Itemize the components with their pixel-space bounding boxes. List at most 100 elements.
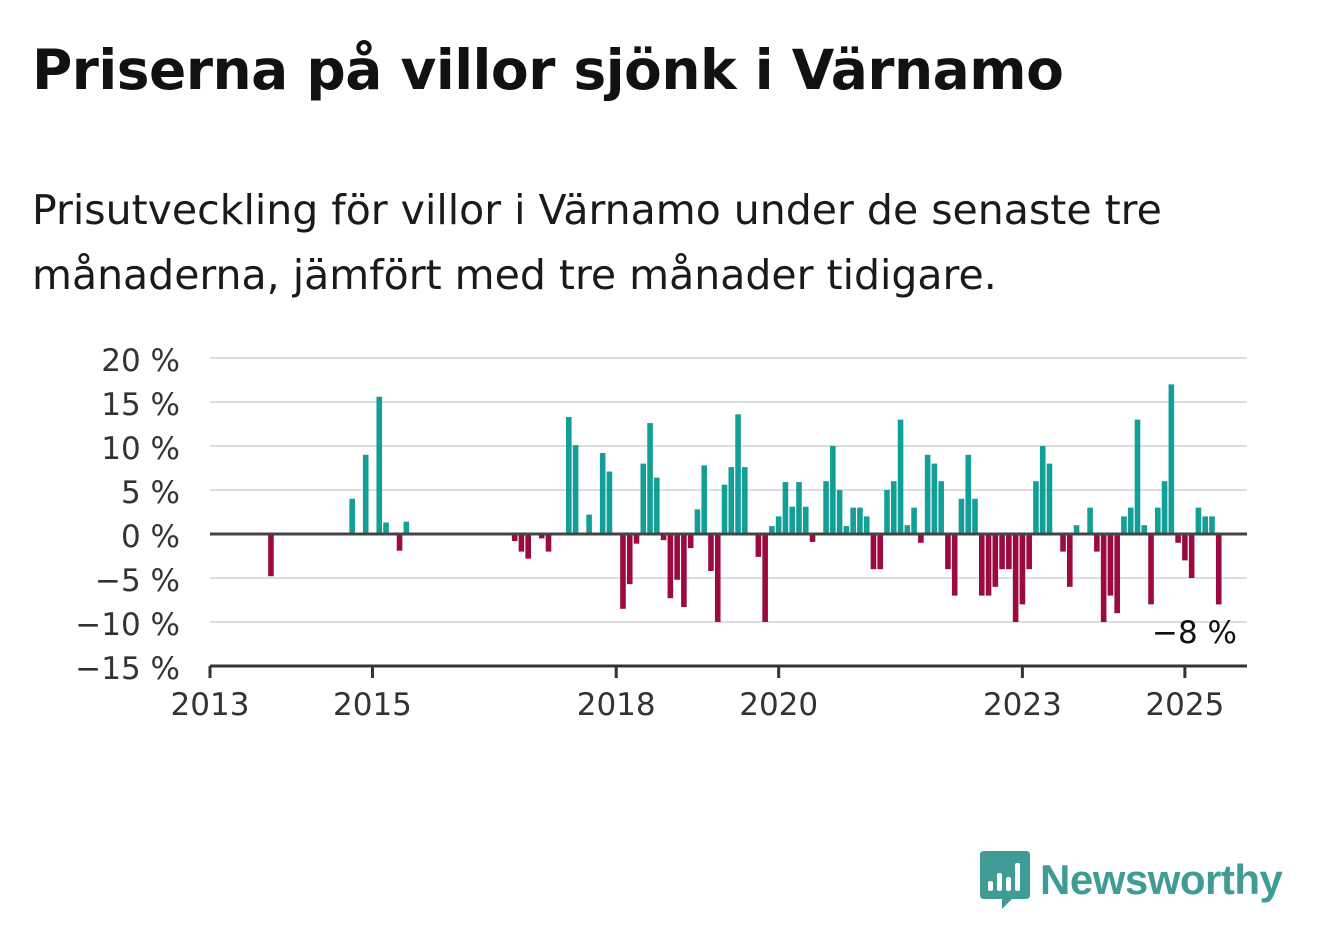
bar-negative [1100, 534, 1107, 622]
bar-negative [1026, 534, 1032, 570]
y-tick-label: 0 % [121, 519, 180, 555]
bar-negative [978, 534, 985, 596]
bar-negative [999, 534, 1005, 570]
bar-negative [1107, 534, 1114, 596]
bar-positive [383, 522, 389, 534]
bar-positive [1168, 384, 1175, 534]
bar-positive [972, 498, 978, 534]
bar-negative [755, 534, 762, 557]
bar-negative [1019, 534, 1026, 605]
bar-positive [850, 507, 856, 534]
bar-negative [945, 534, 951, 570]
y-tick-label: 10 % [101, 431, 180, 467]
bar-positive [796, 482, 802, 534]
bar-positive [728, 467, 735, 534]
bar-positive [1155, 507, 1161, 534]
bar-positive [1127, 507, 1134, 534]
bar-positive [924, 454, 931, 534]
bar-negative [268, 534, 274, 577]
bar-positive [897, 419, 904, 534]
bar-negative [667, 534, 674, 599]
newsworthy-logo-icon [980, 851, 1030, 909]
bar-positive [654, 477, 660, 534]
bar-positive [599, 453, 606, 534]
x-tick-label: 2013 [171, 687, 250, 723]
newsworthy-logo: Newsworthy [980, 850, 1283, 910]
x-tick-label: 2020 [739, 687, 818, 723]
bar-positive [1039, 446, 1046, 534]
bar-negative [1114, 534, 1120, 614]
bar-positive [640, 463, 647, 534]
bar-negative [1066, 534, 1073, 587]
bar-negative [1094, 534, 1100, 552]
x-tick-label: 2015 [333, 687, 412, 723]
bar-negative [681, 534, 687, 608]
x-tick-label: 2018 [577, 687, 656, 723]
x-tick-label: 2023 [983, 687, 1062, 723]
bar-negative [518, 534, 525, 552]
bar-positive [1046, 463, 1053, 534]
bar-negative [1148, 534, 1154, 605]
y-tick-label: −5 % [95, 563, 180, 599]
bar-negative [762, 534, 768, 622]
bar-positive [1033, 481, 1039, 534]
bar-positive [1195, 507, 1202, 534]
bar-positive [823, 481, 829, 534]
bar-chart: 20 % 15 % 10 % 5 % 0 % −5 % −10 % −15 %2013 2015… [75, 343, 1247, 723]
bar-positive [606, 471, 613, 534]
bar-negative [877, 534, 884, 570]
bar-positive [830, 446, 836, 534]
bar-negative [708, 534, 714, 571]
chart-subtitle: Prisutveckling för villor i Värnamo unde… [32, 186, 1162, 299]
latest-value-label: −8 % [1152, 615, 1237, 651]
bar-positive [802, 506, 809, 534]
bar-positive [890, 481, 897, 534]
bar-negative [714, 534, 721, 622]
bar-negative [545, 534, 552, 552]
bar-negative [1060, 534, 1066, 552]
bar-negative [687, 534, 694, 549]
bar-negative [1188, 534, 1195, 578]
bar-negative [1175, 534, 1181, 543]
bar-positive [843, 526, 850, 534]
bar-positive [721, 484, 728, 534]
bar-negative [1182, 534, 1188, 561]
bar-negative [1006, 534, 1012, 570]
bar-positive [884, 490, 890, 534]
bar-negative [511, 534, 518, 542]
bar-positive [857, 507, 863, 534]
bar-positive [1141, 525, 1148, 534]
bar-positive [958, 498, 965, 534]
bar-positive [1202, 516, 1208, 534]
bar-positive [572, 445, 579, 534]
bar-negative [809, 534, 816, 542]
bar-positive [566, 416, 572, 534]
bar-positive [1209, 516, 1215, 534]
bar-negative [992, 534, 999, 587]
bar-negative [660, 534, 667, 541]
newsworthy-wordmark: Newsworthy [1040, 856, 1283, 903]
bar-positive [1134, 419, 1141, 534]
bar-negative [951, 534, 958, 596]
bar-negative [525, 534, 531, 559]
bar-positive [349, 498, 355, 534]
bar-negative [620, 534, 626, 609]
bar-positive [904, 525, 911, 534]
bar-positive [1073, 525, 1080, 534]
bar-positive [701, 465, 708, 534]
bar-positive [911, 507, 917, 534]
bar-positive [931, 463, 938, 534]
bar-positive [694, 509, 701, 534]
bar-positive [782, 482, 789, 534]
bar-positive [403, 521, 410, 534]
bar-positive [735, 414, 741, 534]
bar-positive [742, 467, 748, 534]
bar-positive [1121, 516, 1127, 534]
bar-negative [985, 534, 992, 596]
bar-positive [769, 526, 775, 534]
bar-positive [836, 490, 843, 534]
y-tick-label: −15 % [75, 651, 180, 687]
x-tick-label: 2025 [1145, 687, 1224, 723]
bar-negative [538, 534, 545, 539]
bar-positive [376, 396, 383, 534]
